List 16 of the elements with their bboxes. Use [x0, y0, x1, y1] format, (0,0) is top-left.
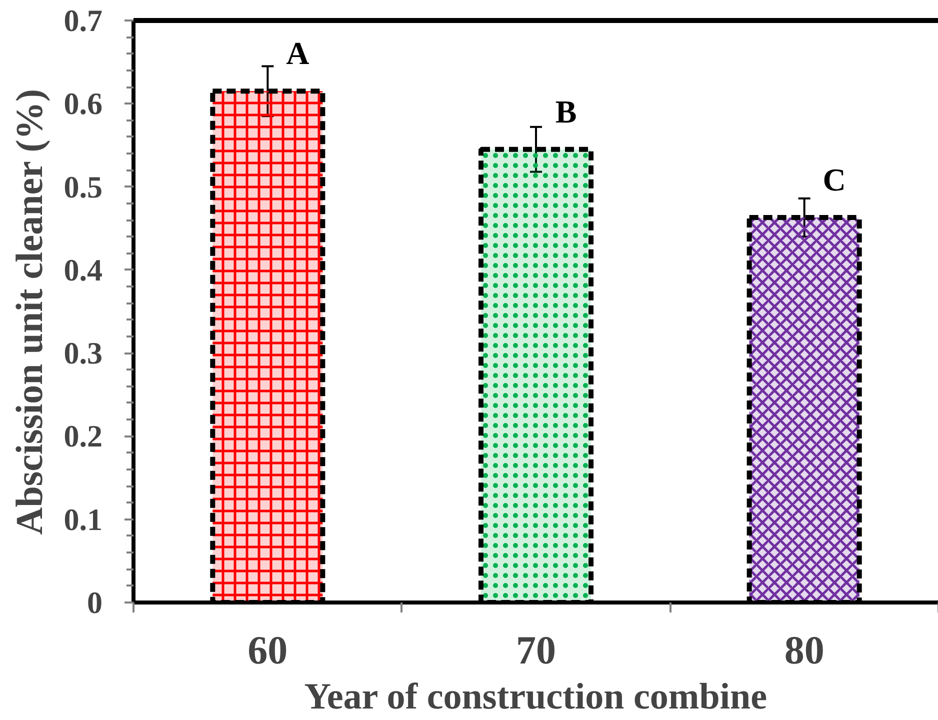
y-tick-label: 0.7	[64, 3, 102, 38]
x-tick-label: 80	[784, 628, 824, 672]
y-tick-label: 0.5	[64, 169, 102, 204]
y-axis-title: Abscission unit cleaner (%)	[8, 88, 51, 535]
y-tick-label: 0	[87, 585, 102, 620]
x-tick-label: 60	[248, 628, 288, 672]
y-tick-label: 0.1	[64, 502, 102, 537]
annotation: B	[555, 93, 577, 130]
x-tick-label: 70	[516, 628, 556, 672]
y-tick-label: 0.4	[64, 252, 102, 288]
y-tick-label: 0.3	[64, 336, 102, 371]
annotation: A	[286, 35, 310, 72]
x-axis-title: Year of construction combine	[304, 676, 768, 718]
y-tick-label: 0.2	[64, 418, 102, 454]
annotation: C	[822, 162, 846, 198]
y-tick-label: 0.6	[64, 86, 102, 122]
